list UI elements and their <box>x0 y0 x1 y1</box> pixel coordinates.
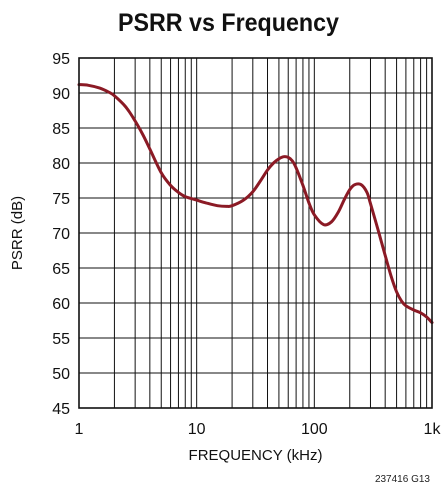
y-tick-label: 65 <box>52 261 70 278</box>
x-tick-label: 1 <box>75 421 84 438</box>
y-tick-label: 45 <box>52 401 70 418</box>
y-tick-label: 95 <box>52 51 70 68</box>
x-axis-label: FREQUENCY (kHz) <box>189 447 323 464</box>
y-tick-label: 80 <box>52 156 70 173</box>
y-tick-labels: 45 50 55 60 65 70 75 80 85 90 95 <box>52 51 70 418</box>
y-tick-label: 50 <box>52 366 70 383</box>
y-tick-label: 85 <box>52 121 70 138</box>
figure-code: 237416 G13 <box>374 474 430 485</box>
psrr-curve <box>77 83 434 325</box>
x-tick-label: 10 <box>188 421 206 438</box>
y-axis-label: PSRR (dB) <box>9 196 26 270</box>
y-tick-label: 75 <box>52 191 70 208</box>
x-tick-labels: 1 10 100 1k <box>75 421 442 438</box>
plot-frame <box>78 57 433 409</box>
y-tick-label: 90 <box>52 86 70 103</box>
x-tick-label: 1k <box>424 421 442 438</box>
chart-title: PSRR vs Frequency <box>118 9 339 37</box>
y-tick-label: 60 <box>52 296 70 313</box>
y-tick-label: 55 <box>52 331 70 348</box>
grid-lines <box>79 58 432 408</box>
x-tick-label: 100 <box>301 421 328 438</box>
y-tick-label: 70 <box>52 226 70 243</box>
